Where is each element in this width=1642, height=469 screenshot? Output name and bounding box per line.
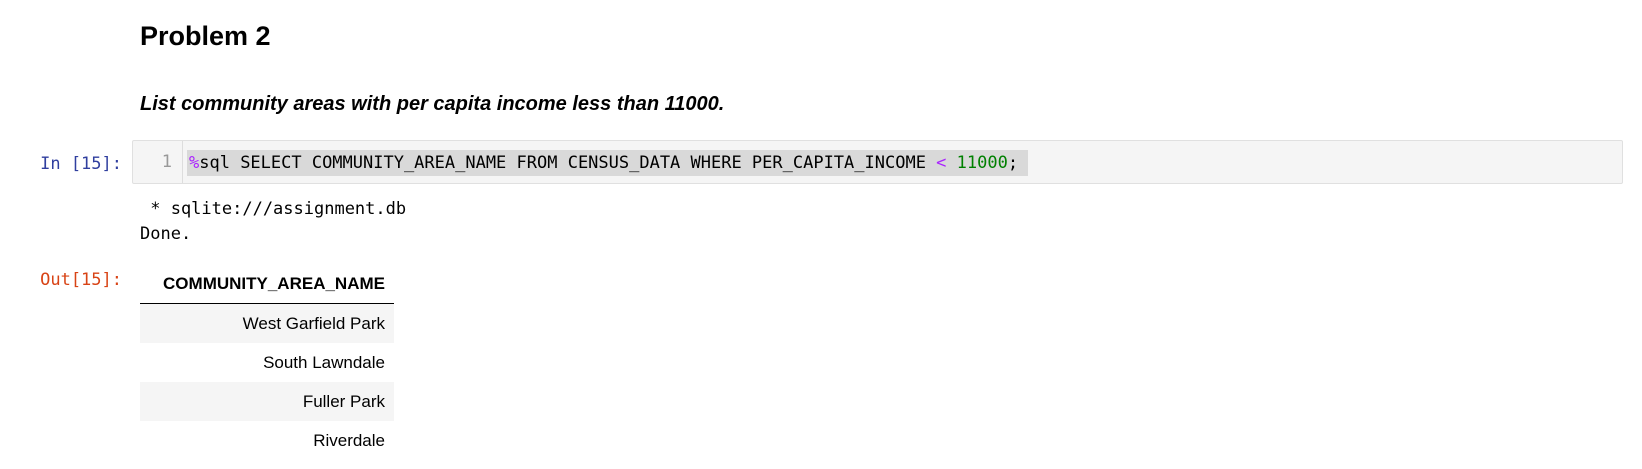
line-number: 1	[133, 141, 183, 183]
code-line[interactable]: %sql SELECT COMMUNITY_AREA_NAME FROM CEN…	[187, 150, 1029, 176]
markdown-heading: Problem 2	[140, 21, 271, 51]
table-cell: Riverdale	[140, 421, 394, 460]
table-row: Riverdale	[140, 421, 394, 460]
space-token	[946, 153, 956, 173]
semicolon-token: ;	[1007, 153, 1019, 173]
table-row: Fuller Park	[140, 382, 394, 421]
operator-token: <	[936, 153, 947, 173]
number-token: 11000	[956, 153, 1008, 173]
table-row: West Garfield Park	[140, 303, 394, 343]
table-cell: Fuller Park	[140, 382, 394, 421]
result-table: COMMUNITY_AREA_NAME West Garfield Park S…	[140, 265, 394, 460]
output-prompt: Out[15]:	[40, 270, 122, 290]
table-row: South Lawndale	[140, 343, 394, 382]
sql-text-token: sql SELECT COMMUNITY_AREA_NAME FROM CENS…	[199, 153, 937, 173]
table-cell: West Garfield Park	[140, 303, 394, 343]
table-header-row: COMMUNITY_AREA_NAME	[140, 265, 394, 304]
input-prompt: In [15]:	[40, 154, 122, 174]
cell-stdout: * sqlite:///assignment.db Done.	[140, 199, 407, 244]
column-header: COMMUNITY_AREA_NAME	[140, 265, 394, 304]
markdown-description: List community areas with per capita inc…	[140, 93, 725, 115]
code-cell-editor[interactable]: 1 %sql SELECT COMMUNITY_AREA_NAME FROM C…	[132, 140, 1623, 184]
magic-token: %	[189, 153, 200, 173]
table-cell: South Lawndale	[140, 343, 394, 382]
